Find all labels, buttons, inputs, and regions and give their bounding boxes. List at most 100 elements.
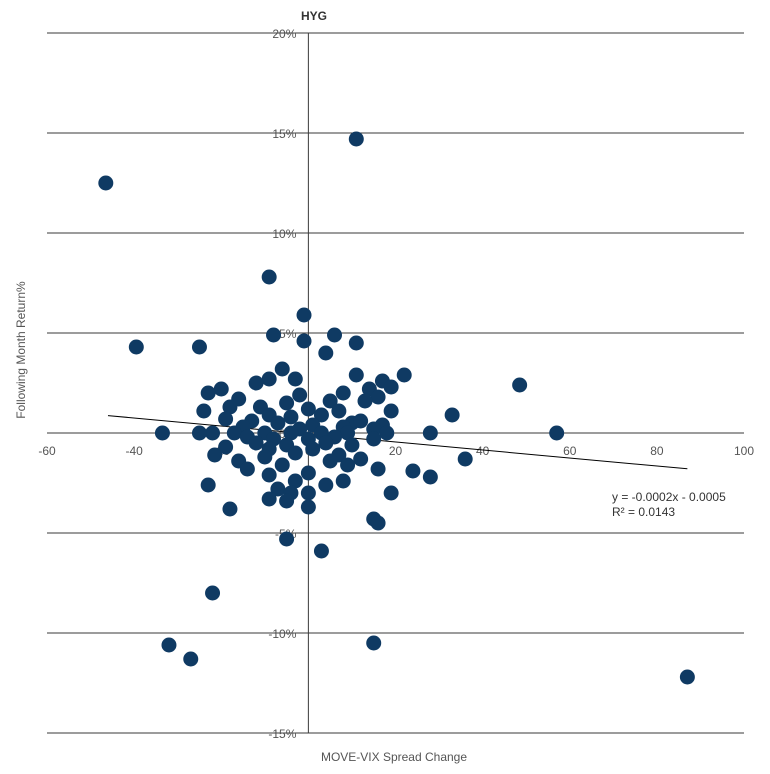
scatter-point-99: [279, 493, 295, 509]
scatter-point-9: [191, 339, 207, 355]
scatter-point-105: [313, 543, 329, 559]
scatter-point-92: [335, 473, 351, 489]
scatter-point-33: [331, 403, 347, 419]
scatter-point-15: [396, 367, 412, 383]
scatter-point-103: [370, 515, 386, 531]
scatter-point-22: [383, 379, 399, 395]
scatter-point-10: [318, 345, 334, 361]
scatter-point-88: [300, 465, 316, 481]
scatter-point-25: [370, 389, 386, 405]
scatter-point-1: [348, 131, 364, 147]
scatter-point-71: [218, 439, 234, 455]
scatter-point-0: [98, 175, 114, 191]
scatter-point-52: [154, 425, 170, 441]
y-tick-label-0: 20%: [272, 27, 296, 41]
scatter-point-6: [327, 327, 343, 343]
scatter-point-81: [457, 451, 473, 467]
scatter-point-59: [379, 425, 395, 441]
scatter-point-89: [422, 469, 438, 485]
x-tick-label-1: -40: [125, 444, 143, 458]
scatter-point-73: [305, 441, 321, 457]
scatter-point-110: [679, 669, 695, 685]
x-axis-label: MOVE-VIX Spread Change: [321, 750, 467, 764]
scatter-point-60: [422, 425, 438, 441]
y-tick-label-1: 15%: [272, 127, 296, 141]
scatter-point-24: [292, 387, 308, 403]
y-tick-label-2: 10%: [272, 227, 296, 241]
scatter-point-18: [213, 381, 229, 397]
scatter-point-83: [340, 457, 356, 473]
scatter-point-54: [226, 425, 242, 441]
scatter-point-82: [274, 457, 290, 473]
trendline-equation: y = -0.0002x - 0.0005: [612, 490, 726, 504]
scatter-point-78: [322, 453, 338, 469]
x-tick-label-4: 20: [389, 444, 403, 458]
scatter-point-14: [348, 367, 364, 383]
scatter-point-94: [270, 481, 286, 497]
scatter-point-23: [512, 377, 528, 393]
scatter-point-106: [205, 585, 221, 601]
scatter-point-97: [383, 485, 399, 501]
scatter-point-35: [383, 403, 399, 419]
scatter-point-84: [239, 461, 255, 477]
scatter-point-5: [296, 333, 312, 349]
scatter-point-86: [405, 463, 421, 479]
scatter-point-58: [340, 425, 356, 441]
scatter-point-20: [335, 385, 351, 401]
scatter-point-90: [287, 473, 303, 489]
scatter-point-32: [300, 401, 316, 417]
scatter-point-2: [261, 269, 277, 285]
scatter-point-40: [218, 411, 234, 427]
scatter-point-109: [183, 651, 199, 667]
scatter-point-96: [300, 485, 316, 501]
scatter-point-98: [261, 491, 277, 507]
scatter-point-29: [357, 393, 373, 409]
scatter-point-69: [318, 435, 334, 451]
y-tick-label-7: -15%: [268, 727, 296, 741]
scatter-point-8: [128, 339, 144, 355]
scatter-point-70: [344, 437, 360, 453]
scatter-point-75: [287, 445, 303, 461]
scatter-point-53: [191, 425, 207, 441]
scatter-point-67: [248, 435, 264, 451]
y-tick-label-6: -10%: [268, 627, 296, 641]
chart-title: HYG: [301, 9, 327, 23]
scatter-point-7: [348, 335, 364, 351]
scatter-point-12: [261, 371, 277, 387]
scatter-point-3: [296, 307, 312, 323]
scatter-point-19: [200, 385, 216, 401]
scatter-point-30: [222, 399, 238, 415]
scatter-point-38: [283, 409, 299, 425]
trendline-r-squared: R² = 0.0143: [612, 505, 675, 519]
scatter-point-56: [283, 425, 299, 441]
x-tick-label-8: 100: [734, 444, 754, 458]
scatter-point-43: [353, 413, 369, 429]
scatter-point-27: [322, 393, 338, 409]
scatter-point-80: [353, 451, 369, 467]
scatter-point-91: [318, 477, 334, 493]
scatter-point-107: [161, 637, 177, 653]
y-tick-label-3: 5%: [279, 327, 297, 341]
scatter-point-4: [266, 327, 282, 343]
data-points: [98, 131, 695, 685]
scatter-point-11: [274, 361, 290, 377]
scatter-point-17: [248, 375, 264, 391]
scatter-point-93: [200, 477, 216, 493]
x-tick-label-0: -60: [38, 444, 56, 458]
trendline: [107, 415, 688, 470]
x-tick-label-7: 80: [650, 444, 664, 458]
y-axis-label: Following Month Return%: [14, 281, 28, 419]
scatter-point-100: [222, 501, 238, 517]
scatter-point-101: [300, 499, 316, 515]
scatter-point-74: [207, 447, 223, 463]
scatter-point-51: [205, 425, 221, 441]
scatter-point-39: [313, 407, 329, 423]
scatter-point-87: [261, 467, 277, 483]
scatter-point-28: [279, 395, 295, 411]
scatter-point-34: [196, 403, 212, 419]
trendline-group: [107, 415, 688, 470]
scatter-point-44: [270, 415, 286, 431]
scatter-point-66: [366, 431, 382, 447]
gridlines: [47, 32, 744, 734]
